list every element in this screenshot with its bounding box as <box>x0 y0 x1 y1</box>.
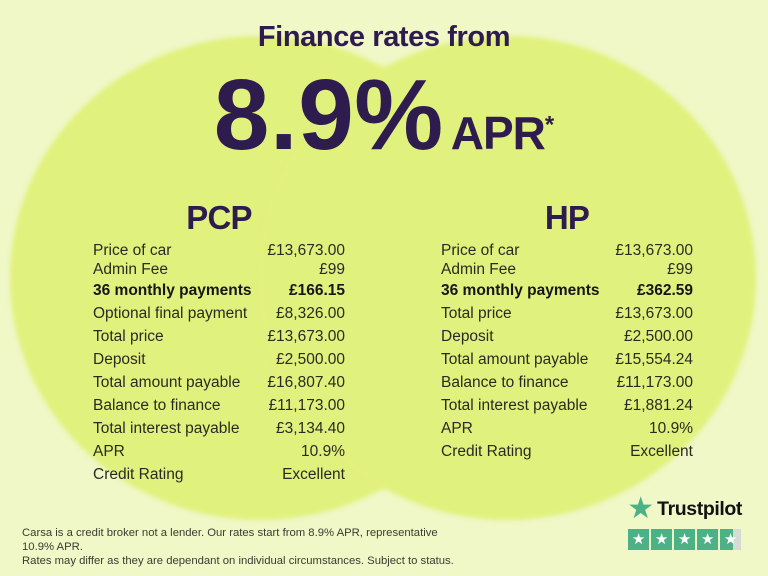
table-row: Deposit £2,500.00 <box>93 348 345 371</box>
row-label: Deposit <box>93 350 146 368</box>
table-row: Total amount payable £15,554.24 <box>441 348 693 371</box>
row-value: Excellent <box>282 465 345 483</box>
row-label: Total interest payable <box>93 419 240 437</box>
row-value: Excellent <box>630 442 693 460</box>
row-label: Admin Fee <box>93 260 168 278</box>
table-row: Balance to finance £11,173.00 <box>441 371 693 394</box>
table-row: Total price £13,673.00 <box>441 302 693 325</box>
asterisk: * <box>544 111 555 139</box>
row-label: Credit Rating <box>441 442 532 460</box>
trustpilot-logo: ★ Trustpilot <box>627 494 742 524</box>
row-value: £11,173.00 <box>616 373 693 391</box>
row-value: £362.59 <box>636 281 693 299</box>
row-label: Admin Fee <box>441 260 516 278</box>
trustpilot-wordmark: Trustpilot <box>657 497 742 520</box>
headline-rate-group: 8.9% APR* <box>0 65 768 165</box>
row-label: 36 monthly payments <box>93 281 252 299</box>
disclaimer-line-2: Rates may differ as they are dependant o… <box>22 554 454 567</box>
table-row: 36 monthly payments £166.15 <box>93 279 345 302</box>
hp-column: HP Price of car £13,673.00 Admin Fee £99… <box>441 201 693 463</box>
row-value: £13,673.00 <box>267 241 345 259</box>
table-row: Credit Rating Excellent <box>441 440 693 463</box>
row-label: Total price <box>441 304 512 322</box>
row-label: Total price <box>93 327 164 345</box>
headline-rate-value: 8.9% <box>213 59 444 171</box>
background-blob-right <box>258 36 756 520</box>
table-row: Price of car £13,673.00 <box>93 241 345 260</box>
row-label: Balance to finance <box>441 373 569 391</box>
row-value: 10.9% <box>301 442 345 460</box>
pcp-heading: PCP <box>186 199 252 236</box>
table-row: Total interest payable £3,134.40 <box>93 417 345 440</box>
row-value: £8,326.00 <box>276 304 345 322</box>
row-label: Deposit <box>441 327 494 345</box>
row-value: £3,134.40 <box>276 419 345 437</box>
hp-table: Price of car £13,673.00 Admin Fee £99 36… <box>441 241 693 463</box>
star-box-full-icon: ★ <box>697 529 719 550</box>
row-value: £2,500.00 <box>276 350 345 368</box>
table-row: Optional final payment £8,326.00 <box>93 302 345 325</box>
table-row: APR 10.9% <box>93 440 345 463</box>
row-label: Price of car <box>441 241 520 259</box>
table-row: Price of car £13,673.00 <box>441 241 693 260</box>
row-label: Balance to finance <box>93 396 221 414</box>
trustpilot-widget: ★ Trustpilot ★ ★ ★ ★ ★ <box>627 494 742 550</box>
row-value: £16,807.40 <box>267 373 345 391</box>
row-value: 10.9% <box>649 419 693 437</box>
row-value: £13,673.00 <box>615 241 693 259</box>
table-row: Admin Fee £99 <box>441 260 693 279</box>
apr-label: APR <box>450 107 546 159</box>
pcp-table: Price of car £13,673.00 Admin Fee £99 36… <box>93 241 345 486</box>
table-row: 36 monthly payments £362.59 <box>441 279 693 302</box>
row-label: APR <box>441 419 473 437</box>
star-box-partial-icon: ★ <box>720 529 742 550</box>
page-title: Finance rates from <box>257 21 511 53</box>
star-box-full-icon: ★ <box>628 529 650 550</box>
row-value: £99 <box>319 260 345 278</box>
row-label: Credit Rating <box>93 465 184 483</box>
row-label: Total amount payable <box>93 373 241 391</box>
row-value: £11,173.00 <box>268 396 345 414</box>
table-row: Credit Rating Excellent <box>93 463 345 486</box>
trustpilot-star-icon: ★ <box>627 491 655 526</box>
row-value: £1,881.24 <box>624 396 693 414</box>
row-label: APR <box>93 442 125 460</box>
row-value: £2,500.00 <box>624 327 693 345</box>
row-value: £15,554.24 <box>615 350 693 368</box>
table-row: Deposit £2,500.00 <box>441 325 693 348</box>
row-label: Total amount payable <box>441 350 589 368</box>
star-box-full-icon: ★ <box>674 529 696 550</box>
row-label: Optional final payment <box>93 304 248 322</box>
row-label: Price of car <box>93 241 172 259</box>
row-label: Total interest payable <box>441 396 588 414</box>
row-label: 36 monthly payments <box>441 281 600 299</box>
trustpilot-star-rating: ★ ★ ★ ★ ★ <box>628 529 742 550</box>
table-row: Balance to finance £11,173.00 <box>93 394 345 417</box>
headline-rate-unit: APR* <box>451 110 554 156</box>
row-value: £99 <box>667 260 693 278</box>
table-row: APR 10.9% <box>441 417 693 440</box>
disclaimer-line-1: Carsa is a credit broker not a lender. O… <box>22 527 438 553</box>
table-row: Admin Fee £99 <box>93 260 345 279</box>
hp-heading: HP <box>544 199 590 236</box>
row-value: £13,673.00 <box>615 304 693 322</box>
pcp-column: PCP Price of car £13,673.00 Admin Fee £9… <box>93 201 345 486</box>
disclaimer-text: Carsa is a credit broker not a lender. O… <box>22 527 462 569</box>
star-box-full-icon: ★ <box>651 529 673 550</box>
row-value: £166.15 <box>288 281 345 299</box>
table-row: Total interest payable £1,881.24 <box>441 394 693 417</box>
table-row: Total amount payable £16,807.40 <box>93 371 345 394</box>
row-value: £13,673.00 <box>267 327 345 345</box>
table-row: Total price £13,673.00 <box>93 325 345 348</box>
